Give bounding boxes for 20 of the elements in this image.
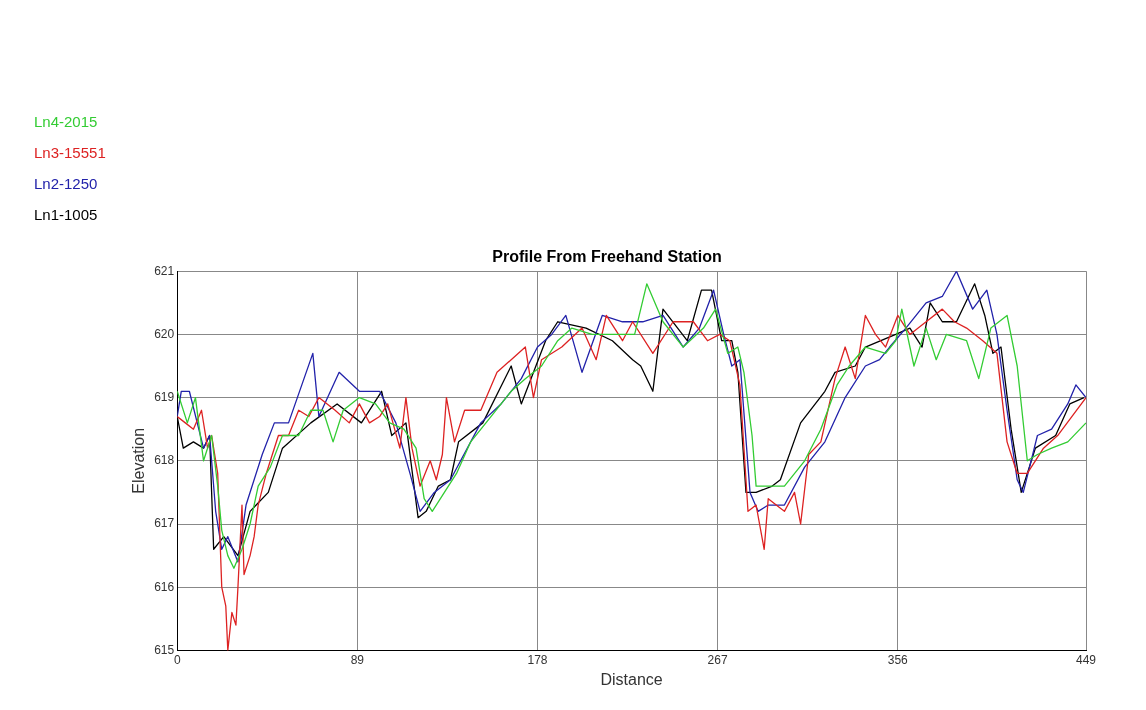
- text: Ln2-1250: [34, 175, 98, 193]
- x-tick-label: 449: [1075, 652, 1097, 667]
- x-tick-label: 178: [527, 652, 548, 667]
- y-tick-label: 615: [154, 642, 175, 657]
- x-tick-label: 89: [350, 652, 365, 667]
- x-tick-label: 267: [707, 652, 728, 667]
- y-tick-label: 617: [154, 516, 175, 531]
- y-tick-label: 616: [154, 579, 175, 594]
- y-tick-label: 620: [154, 326, 175, 341]
- x-tick-label: 356: [887, 652, 909, 667]
- y-tick-label: 618: [154, 453, 175, 468]
- text: Ln3-15551: [34, 144, 106, 162]
- text: Ln1-1005: [34, 206, 98, 224]
- y-tick-label: 621: [154, 263, 175, 278]
- y-axis-title: Elevation: [130, 427, 148, 494]
- text: Ln4-2015: [34, 113, 98, 131]
- chart-title: Profile From Freehand Station: [492, 248, 722, 266]
- x-tick-label: 0: [173, 652, 181, 667]
- x-axis-title: Distance: [600, 670, 663, 688]
- y-tick-label: 619: [154, 389, 175, 404]
